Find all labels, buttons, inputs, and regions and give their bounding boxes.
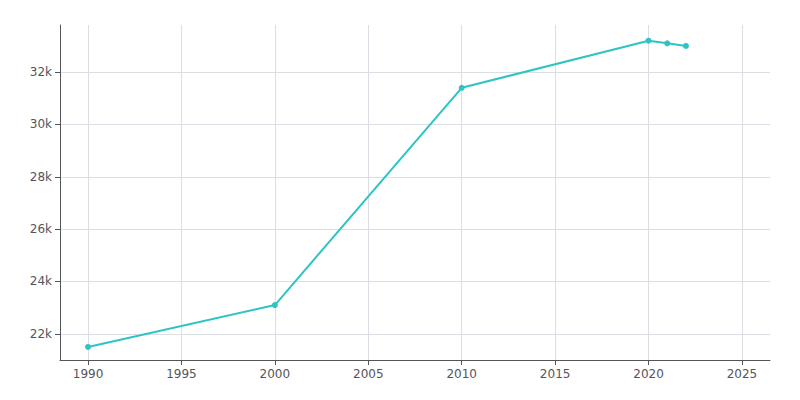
- svg-text:2005: 2005: [353, 367, 384, 381]
- svg-text:30k: 30k: [30, 117, 52, 131]
- svg-text:2015: 2015: [540, 367, 571, 381]
- svg-text:26k: 26k: [30, 222, 52, 236]
- svg-text:2000: 2000: [260, 367, 291, 381]
- svg-text:2020: 2020: [633, 367, 664, 381]
- svg-text:22k: 22k: [30, 327, 52, 341]
- svg-text:24k: 24k: [30, 274, 52, 288]
- svg-text:2025: 2025: [727, 367, 758, 381]
- svg-text:2010: 2010: [446, 367, 477, 381]
- svg-text:28k: 28k: [30, 170, 52, 184]
- svg-text:32k: 32k: [30, 65, 52, 79]
- svg-text:1995: 1995: [166, 367, 197, 381]
- svg-text:1990: 1990: [73, 367, 104, 381]
